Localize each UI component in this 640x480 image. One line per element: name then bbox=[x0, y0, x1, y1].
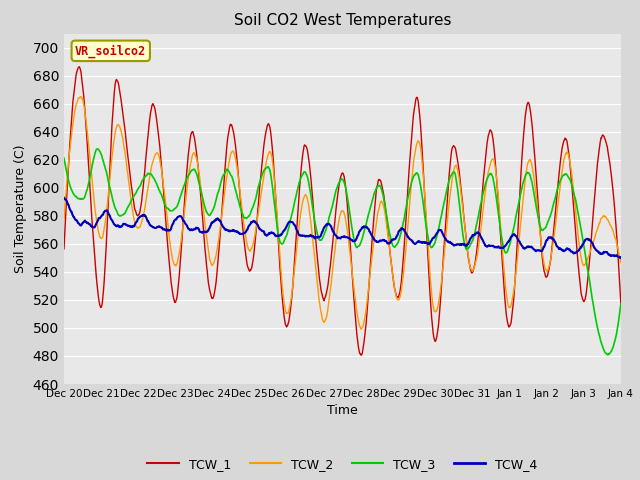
Text: VR_soilco2: VR_soilco2 bbox=[75, 44, 147, 58]
TCW_2 bbox=[502, 290, 510, 296]
TCW_3 bbox=[171, 206, 179, 212]
TCW_2 bbox=[357, 326, 365, 332]
TCW_4 bbox=[551, 239, 559, 244]
TCW_3 bbox=[184, 173, 192, 179]
TCW_4 bbox=[170, 218, 178, 224]
TCW_4 bbox=[617, 254, 625, 260]
TCW_4 bbox=[616, 255, 624, 261]
TCW_1 bbox=[171, 300, 179, 305]
Line: TCW_1: TCW_1 bbox=[64, 67, 621, 355]
TCW_3 bbox=[502, 250, 509, 256]
Title: Soil CO2 West Temperatures: Soil CO2 West Temperatures bbox=[234, 13, 451, 28]
TCW_3 bbox=[429, 243, 437, 249]
TCW_4 bbox=[502, 242, 509, 248]
Line: TCW_3: TCW_3 bbox=[64, 149, 621, 355]
TCW_3 bbox=[93, 146, 100, 152]
TCW_4 bbox=[60, 195, 68, 201]
X-axis label: Time: Time bbox=[327, 405, 358, 418]
TCW_3 bbox=[246, 210, 254, 216]
TCW_2 bbox=[60, 216, 68, 222]
TCW_3 bbox=[617, 301, 625, 307]
TCW_1 bbox=[184, 153, 192, 158]
TCW_1 bbox=[502, 312, 510, 317]
TCW_1 bbox=[617, 300, 625, 306]
TCW_1 bbox=[76, 64, 83, 70]
Legend: TCW_1, TCW_2, TCW_3, TCW_4: TCW_1, TCW_2, TCW_3, TCW_4 bbox=[142, 453, 543, 476]
Line: TCW_2: TCW_2 bbox=[64, 96, 621, 329]
TCW_1 bbox=[357, 352, 365, 358]
TCW_2 bbox=[184, 176, 192, 181]
TCW_4 bbox=[246, 222, 254, 228]
TCW_2 bbox=[429, 305, 437, 311]
TCW_2 bbox=[246, 247, 254, 253]
TCW_2 bbox=[171, 262, 179, 268]
TCW_4 bbox=[184, 225, 191, 230]
TCW_3 bbox=[604, 352, 611, 358]
Y-axis label: Soil Temperature (C): Soil Temperature (C) bbox=[14, 144, 27, 273]
TCW_1 bbox=[60, 246, 68, 252]
TCW_2 bbox=[617, 260, 625, 265]
TCW_4 bbox=[429, 235, 436, 241]
TCW_3 bbox=[60, 156, 68, 161]
TCW_2 bbox=[552, 223, 559, 228]
TCW_1 bbox=[552, 209, 559, 215]
TCW_2 bbox=[77, 94, 85, 99]
TCW_3 bbox=[551, 196, 559, 202]
TCW_1 bbox=[429, 333, 437, 338]
Line: TCW_4: TCW_4 bbox=[64, 198, 621, 258]
TCW_1 bbox=[246, 267, 254, 273]
